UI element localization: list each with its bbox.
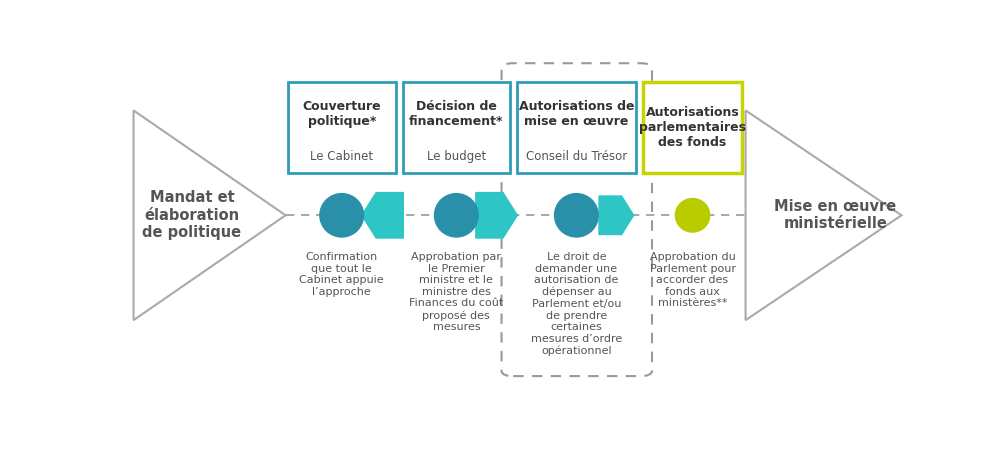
- Text: Le droit de
demander une
autorisation de
dépenser au
Parlement et/ou
de prendre
: Le droit de demander une autorisation de…: [531, 252, 622, 356]
- FancyBboxPatch shape: [288, 83, 395, 173]
- Polygon shape: [362, 192, 403, 238]
- Polygon shape: [599, 196, 634, 235]
- Text: Mise en œuvre
ministérielle: Mise en œuvre ministérielle: [774, 199, 896, 232]
- Text: Confirmation
que tout le
Cabinet appuie
l’approche: Confirmation que tout le Cabinet appuie …: [300, 252, 384, 297]
- Text: Approbation par
le Premier
ministre et le
ministre des
Finances du coût
proposé : Approbation par le Premier ministre et l…: [409, 252, 503, 332]
- Text: Mandat et
élaboration
de politique: Mandat et élaboration de politique: [143, 190, 241, 240]
- Ellipse shape: [320, 193, 363, 237]
- Text: Approbation du
Parlement pour
accorder des
fonds aux
ministères**: Approbation du Parlement pour accorder d…: [650, 252, 735, 308]
- Text: Conseil du Trésor: Conseil du Trésor: [526, 150, 627, 163]
- FancyBboxPatch shape: [643, 83, 742, 173]
- Text: Le Cabinet: Le Cabinet: [310, 150, 373, 163]
- Polygon shape: [476, 192, 517, 238]
- Text: Autorisations de
mise en œuvre: Autorisations de mise en œuvre: [519, 100, 634, 128]
- Text: Autorisations
parlementaires
des fonds: Autorisations parlementaires des fonds: [639, 106, 746, 149]
- FancyBboxPatch shape: [517, 83, 636, 173]
- Ellipse shape: [675, 198, 709, 232]
- FancyBboxPatch shape: [402, 83, 510, 173]
- Text: Le budget: Le budget: [427, 150, 486, 163]
- Ellipse shape: [435, 193, 478, 237]
- Text: Couverture
politique*: Couverture politique*: [303, 100, 381, 128]
- Text: Décision de
financement*: Décision de financement*: [409, 100, 504, 128]
- Ellipse shape: [554, 193, 599, 237]
